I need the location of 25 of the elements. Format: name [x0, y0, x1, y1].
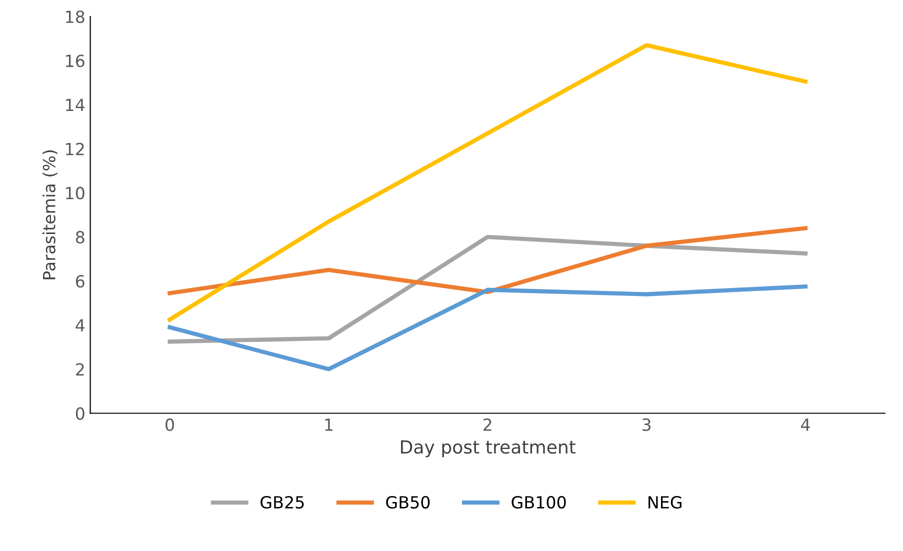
x-tick-label: 3	[642, 418, 651, 432]
legend-label: GB50	[386, 496, 430, 509]
legend-label: NEG	[648, 496, 682, 509]
y-tick-label: 2	[76, 363, 84, 376]
x-tick-label: 1	[325, 418, 332, 431]
line-series	[168, 43, 808, 322]
y-tick-label: 12	[66, 142, 84, 156]
line-series	[168, 234, 808, 344]
y-tick-label: 14	[66, 98, 85, 112]
x-axis-title: Day post treatment	[401, 440, 576, 458]
x-tick-label: 4	[800, 418, 810, 431]
line-series	[168, 284, 808, 372]
y-tick-label: 6	[76, 274, 84, 288]
y-axis-title: Parasitemia (%)	[42, 150, 58, 280]
x-tick-label: 0	[166, 418, 174, 432]
y-tick-label: 4	[76, 319, 85, 332]
x-tick-label: 2	[484, 418, 492, 431]
y-tick-label: 18	[66, 10, 84, 24]
legend-label: GB100	[512, 496, 566, 509]
y-tick-label: 16	[66, 54, 84, 68]
y-tick-label: 8	[76, 230, 84, 244]
y-tick-label: 10	[66, 186, 84, 200]
y-tick-label: 0	[76, 407, 84, 420]
legend-label: GB25	[260, 496, 304, 509]
line-series	[168, 226, 808, 296]
